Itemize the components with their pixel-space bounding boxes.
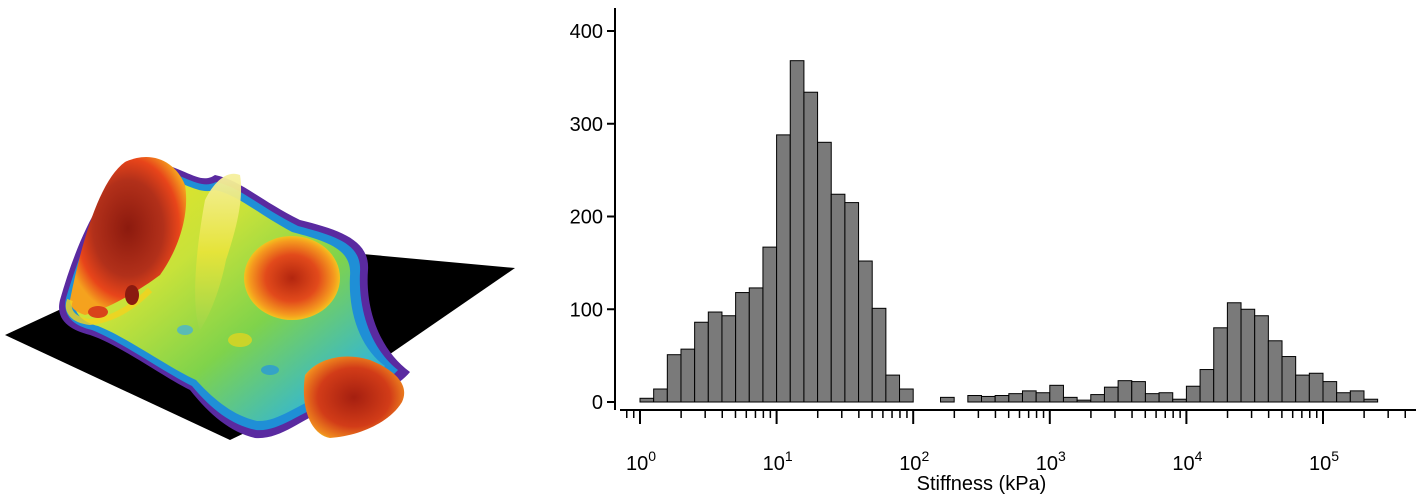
- histogram-bar: [1254, 315, 1269, 403]
- histogram-bar: [639, 397, 655, 403]
- histogram-bar: [981, 395, 996, 403]
- histogram-bar: [707, 311, 723, 403]
- histogram-bar: [1008, 393, 1023, 403]
- y-tick-label: 200: [570, 207, 603, 229]
- histogram-bar: [666, 354, 682, 403]
- histogram-bar: [885, 374, 901, 403]
- histogram-bar: [762, 246, 778, 403]
- x-tick-label: 105: [1309, 448, 1339, 475]
- histogram-bar: [1144, 393, 1160, 403]
- histogram-bar: [1281, 356, 1297, 403]
- histogram-bar: [871, 307, 887, 403]
- histogram-bar: [830, 193, 846, 403]
- histogram-bar: [789, 60, 805, 403]
- histogram-bar: [1049, 384, 1064, 403]
- histogram-bar: [1117, 380, 1133, 403]
- histogram-bar: [967, 395, 982, 403]
- histogram-bar: [748, 287, 764, 403]
- y-tick-label: 300: [570, 114, 603, 136]
- histogram-bar: [1035, 392, 1051, 403]
- x-axis-title: Stiffness (kPa): [917, 473, 1047, 495]
- histogram-bar: [994, 395, 1010, 403]
- histogram-bar: [1172, 398, 1187, 403]
- chart-axes: 0 100 200 300 400 100 101 102 103 104 105: [570, 8, 1416, 475]
- histogram-bar: [776, 134, 791, 403]
- surface-map-icon: [5, 156, 515, 440]
- histogram-bar: [1103, 386, 1119, 403]
- histogram-bar: [1131, 381, 1146, 403]
- histogram-bar: [940, 396, 955, 403]
- histogram-bar: [653, 388, 668, 403]
- histogram-bar: [1226, 302, 1242, 403]
- histogram-bar: [1090, 394, 1105, 403]
- histogram-bar: [1062, 396, 1078, 403]
- histogram-bar: [680, 348, 696, 403]
- histogram-bar: [1308, 372, 1324, 403]
- histogram-bar: [721, 315, 737, 403]
- histogram-bar: [1185, 385, 1201, 403]
- histogram-bar: [1349, 390, 1365, 403]
- histogram-bar: [1295, 374, 1310, 403]
- x-tick-label: 104: [1172, 448, 1202, 475]
- histogram-bar: [899, 388, 914, 403]
- histogram-bar: [803, 91, 819, 403]
- histogram-bars: [639, 60, 1379, 403]
- histogram-bar: [735, 292, 750, 403]
- histogram-bar: [817, 141, 832, 403]
- histogram-bar: [1322, 381, 1338, 403]
- x-tick-label: 102: [899, 448, 929, 475]
- histogram-bar: [1158, 392, 1174, 403]
- histogram-chart: 0 100 200 300 400 100 101 102 103 104 105 Stiffnes…: [570, 8, 1416, 495]
- histogram-bar: [694, 321, 709, 403]
- histogram-bar: [1363, 398, 1379, 403]
- histogram-bar: [1076, 399, 1092, 403]
- x-tick-label: 103: [1036, 448, 1066, 475]
- histogram-bar: [1213, 327, 1228, 403]
- histogram-bar: [858, 260, 873, 403]
- histogram-bar: [1336, 392, 1351, 403]
- histogram-bar: [1240, 308, 1256, 403]
- histogram-bar: [1021, 390, 1037, 403]
- x-tick-label: 101: [763, 448, 793, 475]
- histogram-bar: [844, 202, 860, 403]
- afm-surface-image: [0, 140, 520, 450]
- x-tick-label: 100: [626, 448, 656, 475]
- y-tick-label: 0: [592, 392, 603, 414]
- histogram-bar: [1267, 340, 1283, 403]
- histogram-bar: [1199, 369, 1215, 403]
- y-tick-label: 100: [570, 299, 603, 321]
- y-tick-label: 400: [570, 21, 603, 43]
- stiffness-histogram: 0 100 200 300 400 100 101 102 103 104 105 Stiffnes…: [540, 0, 1426, 495]
